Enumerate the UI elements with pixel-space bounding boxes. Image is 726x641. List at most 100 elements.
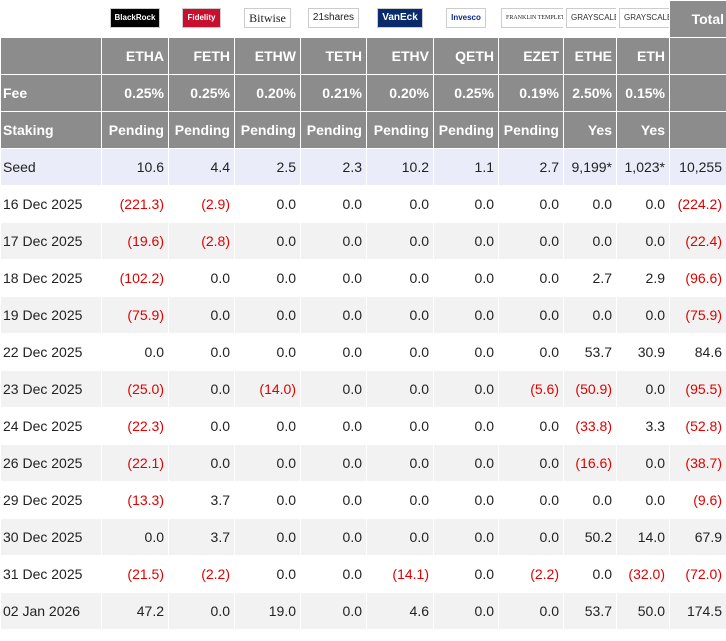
ticker: QETH [433, 37, 499, 75]
flow-cell: 30.9 [616, 333, 670, 371]
flow-cell: 0.0 [300, 444, 367, 482]
flow-cell: (5.6) [498, 370, 564, 408]
flow-cell: 0.0 [300, 333, 367, 371]
ticker: EZET [498, 37, 564, 75]
flow-cell: 0.0 [498, 444, 564, 482]
flow-cell: 0.0 [300, 481, 367, 519]
flow-cell: 0.0 [616, 185, 670, 223]
flow-cell: 0.0 [498, 222, 564, 260]
flow-cell: 0.0 [234, 518, 301, 556]
flow-cell: (19.6) [101, 222, 169, 260]
flow-cell: 47.2 [101, 592, 169, 630]
flow-cell: 0.0 [498, 333, 564, 371]
flow-cell: (38.7) [669, 444, 726, 482]
issuer-logo: FRANKLIN TEMPLETON [501, 7, 563, 28]
flow-cell: 0.0 [366, 407, 434, 445]
flow-cell: 14.0 [616, 518, 670, 556]
flow-cell: 0.0 [498, 518, 564, 556]
flow-cell: 2.5 [234, 148, 301, 186]
flow-cell: (22.4) [669, 222, 726, 260]
flow-cell: 0.0 [366, 259, 434, 297]
header-cell: Pending [433, 111, 499, 149]
flow-cell: 4.6 [366, 592, 434, 630]
flow-cell: 0.0 [234, 222, 301, 260]
flow-cell: 0.0 [433, 555, 499, 593]
flow-cell: 0.0 [498, 481, 564, 519]
row-label: 24 Dec 2025 [0, 407, 102, 445]
header-cell: Pending [300, 111, 367, 149]
logo-row: BlackRock Fidelity Bitwise 21shares VanEck In… [0, 0, 726, 38]
flow-cell: (224.2) [669, 185, 726, 223]
flow-cell: (75.9) [669, 296, 726, 334]
row-label: Seed [0, 148, 102, 186]
flow-cell: 0.0 [234, 481, 301, 519]
flow-cell: (9.6) [669, 481, 726, 519]
flow-cell: 0.0 [300, 222, 367, 260]
flow-cell: 0.0 [300, 592, 367, 630]
header-cell: 0.15% [616, 74, 670, 112]
header-cell: 0.25% [433, 74, 499, 112]
flow-cell: 3.7 [168, 518, 235, 556]
blank-cell [669, 111, 726, 149]
flow-cell: 10,255 [669, 148, 726, 186]
issuer-logo: GRAYSCALE [566, 7, 616, 28]
flow-cell: (72.0) [669, 555, 726, 593]
data-row: 17 Dec 2025 (19.6) (2.8) 0.0 0.0 0.0 0.0 0.0 0.0… [0, 222, 726, 260]
flow-cell: 1,023* [616, 148, 670, 186]
flow-cell: 0.0 [433, 407, 499, 445]
flow-cell: 0.0 [300, 259, 367, 297]
flow-cell: 0.0 [433, 444, 499, 482]
header-cell: 0.20% [366, 74, 434, 112]
flow-cell: 0.0 [101, 518, 169, 556]
flow-cell: 0.0 [366, 518, 434, 556]
flow-cell: 0.0 [366, 185, 434, 223]
flow-cell: 0.0 [168, 296, 235, 334]
ticker: ETH [616, 37, 670, 75]
logo-cell: Invesco [433, 0, 499, 38]
blank-cell [0, 0, 102, 38]
flow-cell: 3.7 [168, 481, 235, 519]
flow-cell: 53.7 [563, 333, 617, 371]
flow-cell: (25.0) [101, 370, 169, 408]
data-row: 26 Dec 2025 (22.1) 0.0 0.0 0.0 0.0 0.0 0.0 (16.6… [0, 444, 726, 482]
row-label: 29 Dec 2025 [0, 481, 102, 519]
header-cell: 0.19% [498, 74, 564, 112]
flow-cell: 0.0 [168, 407, 235, 445]
flow-cell: 0.0 [366, 222, 434, 260]
header-cell: Pending [168, 111, 235, 149]
flow-cell: 4.4 [168, 148, 235, 186]
flow-cell: 0.0 [366, 333, 434, 371]
data-row: 24 Dec 2025 (22.3) 0.0 0.0 0.0 0.0 0.0 0.0 (33.8… [0, 407, 726, 445]
issuer-logo: GRAYSCALE [619, 7, 669, 28]
data-row: 02 Jan 2026 47.2 0.0 19.0 0.0 4.6 0.0 0.0 53.7 50… [0, 592, 726, 630]
flow-cell: 0.0 [498, 296, 564, 334]
flow-cell: 10.6 [101, 148, 169, 186]
flow-cell: 0.0 [433, 222, 499, 260]
flow-cell: 0.0 [498, 259, 564, 297]
flow-cell: 0.0 [234, 555, 301, 593]
issuer-logo: 21shares [307, 7, 360, 28]
flow-cell: 0.0 [101, 333, 169, 371]
flow-cell: 0.0 [433, 296, 499, 334]
flow-cell: (13.3) [101, 481, 169, 519]
header-cell: Pending [234, 111, 301, 149]
row-label: 26 Dec 2025 [0, 444, 102, 482]
flow-cell: (102.2) [101, 259, 169, 297]
blank-cell [669, 37, 726, 75]
header-cell: Yes [563, 111, 617, 149]
flow-cell: 0.0 [433, 592, 499, 630]
flow-cell: 0.0 [616, 444, 670, 482]
row-label: 22 Dec 2025 [0, 333, 102, 371]
data-row: 29 Dec 2025 (13.3) 3.7 0.0 0.0 0.0 0.0 0.0 0.0 0.… [0, 481, 726, 519]
ticker: ETHV [366, 37, 434, 75]
logo-cell: VanEck [366, 0, 434, 38]
flow-cell: 0.0 [234, 444, 301, 482]
flow-cell: (22.3) [101, 407, 169, 445]
flow-cell: 0.0 [366, 481, 434, 519]
flow-cell: 19.0 [234, 592, 301, 630]
logo-cell: FRANKLIN TEMPLETON [498, 0, 564, 38]
data-row: Seed 10.6 4.4 2.5 2.3 10.2 1.1 2.7 9,199* 1,023* 1… [0, 148, 726, 186]
flow-cell: 1.1 [433, 148, 499, 186]
flow-cell: 174.5 [669, 592, 726, 630]
